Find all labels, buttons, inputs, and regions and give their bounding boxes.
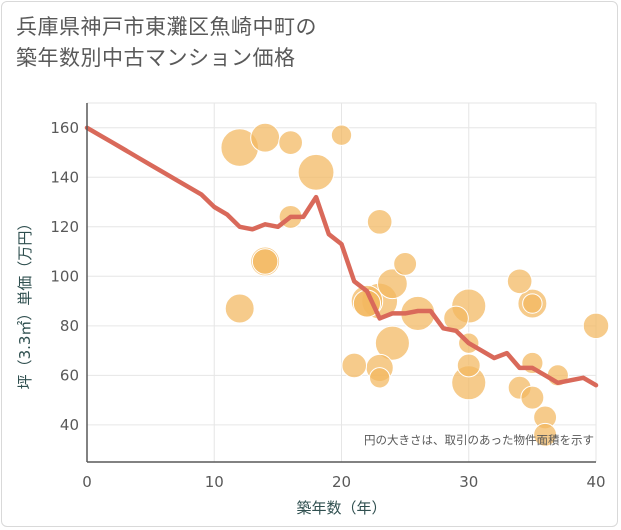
bubble-point — [506, 268, 533, 295]
bubble-point — [520, 385, 545, 410]
bubble-size-note: 円の大きさは、取引のあった物件面積を示す — [364, 433, 594, 447]
y-tick-label: 120 — [50, 218, 79, 236]
x-tick-label: 20 — [332, 473, 351, 491]
bubble-point — [522, 293, 543, 314]
y-tick-label: 40 — [60, 416, 79, 434]
bubble-point — [377, 268, 408, 300]
bubble-point — [297, 153, 335, 191]
bubble-point — [374, 325, 410, 361]
tick-labels: 40 60 80 100 120 140 160 0 10 20 30 40 — [50, 119, 605, 491]
bubble-point — [582, 312, 610, 340]
y-tick-label: 160 — [50, 119, 79, 137]
bubble-point — [369, 367, 391, 389]
bubble-series — [220, 122, 610, 447]
x-axis-title: 築年数（年） — [296, 499, 386, 517]
bubble-point — [393, 251, 418, 276]
trend-line-series — [84, 125, 599, 388]
x-tick-label: 30 — [459, 473, 478, 491]
bubble-point — [224, 293, 255, 324]
bubble-point — [278, 130, 303, 155]
chart-title-line-1: 兵庫県神戸市東灘区魚崎中町の — [16, 15, 317, 39]
bubble-point — [330, 124, 353, 146]
y-tick-label: 60 — [60, 366, 79, 384]
y-tick-label: 140 — [50, 168, 79, 186]
x-tick-label: 10 — [205, 473, 224, 491]
average-price-trend-line — [84, 125, 599, 388]
chart-title: 兵庫県神戸市東灘区魚崎中町の 築年数別中古マンション価格 — [16, 12, 576, 74]
bubble-point — [366, 209, 393, 235]
y-tick-label: 100 — [50, 267, 79, 285]
chart-title-line-2: 築年数別中古マンション価格 — [16, 46, 296, 70]
y-axis-title: 坪（3.3㎡）単価（万円） — [16, 216, 34, 390]
bubble-point — [250, 122, 281, 153]
bubble-point — [251, 248, 279, 275]
bubble-point — [341, 352, 368, 379]
x-tick-label: 40 — [586, 473, 605, 491]
bubble-point — [533, 422, 558, 447]
x-tick-label: 0 — [82, 473, 92, 491]
y-tick-label: 80 — [60, 317, 79, 335]
axes — [86, 103, 596, 463]
bubble-point — [456, 353, 481, 378]
